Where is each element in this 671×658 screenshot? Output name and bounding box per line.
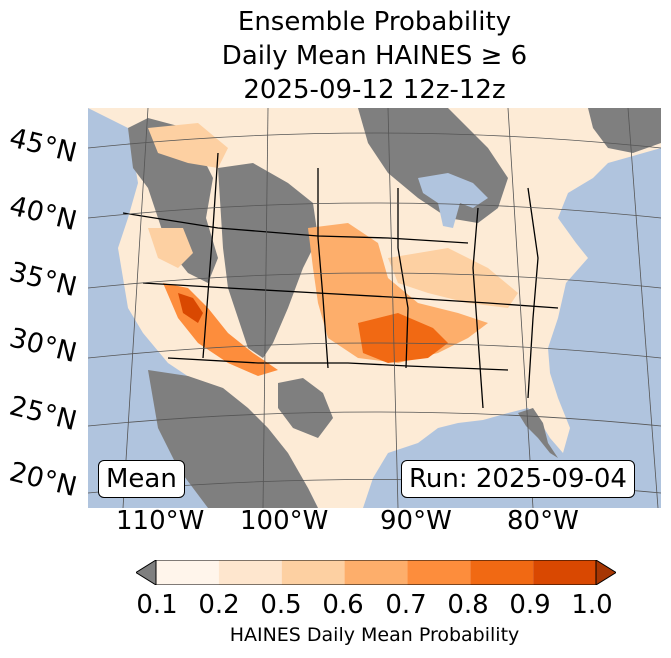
colorbar-segment bbox=[344, 560, 408, 585]
missing-texas bbox=[278, 378, 333, 438]
lat-label-45: 45°N bbox=[6, 122, 80, 170]
prob-central bbox=[388, 248, 518, 308]
prob-northwest bbox=[148, 123, 228, 168]
cbar-tick-6: 0.9 bbox=[509, 590, 551, 620]
cbar-tick-3: 0.6 bbox=[322, 590, 364, 620]
colorbar-over-triangle bbox=[595, 560, 616, 585]
mean-label-box: Mean bbox=[98, 460, 185, 498]
cbar-tick-7: 1.0 bbox=[571, 590, 613, 620]
colorbar-segment bbox=[407, 560, 471, 585]
colorbar-segment bbox=[218, 560, 282, 585]
colorbar-segment bbox=[156, 560, 219, 585]
prob-southern-plains bbox=[308, 223, 488, 363]
cbar-tick-1: 0.2 bbox=[198, 590, 240, 620]
colorbar-under-triangle bbox=[136, 560, 157, 585]
map-panel bbox=[88, 108, 661, 508]
prob-southwest-core bbox=[178, 293, 203, 323]
missing-florida bbox=[518, 408, 558, 458]
missing-canada-east bbox=[588, 108, 661, 153]
mexico-land bbox=[148, 370, 318, 508]
title-line-1: Ensemble Probability bbox=[237, 7, 512, 37]
colorbar-title: HAINES Daily Mean Probability bbox=[229, 624, 520, 646]
missing-great-basin bbox=[218, 163, 318, 358]
lat-label-25: 25°N bbox=[6, 390, 80, 438]
lat-label-35: 35°N bbox=[6, 256, 80, 304]
state-boundaries bbox=[122, 152, 559, 409]
prob-oklahoma-core bbox=[358, 313, 448, 363]
cbar-tick-4: 0.7 bbox=[385, 590, 427, 620]
cbar-tick-5: 0.8 bbox=[447, 590, 489, 620]
colorbar-segment bbox=[470, 560, 534, 585]
lat-label-20: 20°N bbox=[6, 456, 80, 504]
lon-label-80: 80°W bbox=[507, 506, 579, 536]
title-line-2: Daily Mean HAINES ≥ 6 bbox=[221, 41, 528, 71]
graticule bbox=[88, 108, 661, 508]
map-canvas bbox=[88, 108, 661, 508]
chart-title: Ensemble Probability Daily Mean HAINES ≥… bbox=[88, 5, 661, 107]
colorbar-outline bbox=[155, 560, 597, 585]
cbar-tick-0: 0.1 bbox=[136, 590, 178, 620]
title-line-3: 2025-09-12 12z-12z bbox=[243, 75, 506, 105]
lon-label-100: 100°W bbox=[240, 506, 329, 536]
colorbar-segment bbox=[281, 560, 345, 585]
lon-label-90: 90°W bbox=[380, 506, 452, 536]
lat-label-30: 30°N bbox=[6, 322, 80, 370]
cbar-tick-2: 0.5 bbox=[260, 590, 302, 620]
colorbar-segment bbox=[533, 560, 596, 585]
colorbar bbox=[136, 560, 616, 585]
run-date-box: Run: 2025-09-04 bbox=[401, 460, 635, 498]
great-lakes bbox=[418, 173, 488, 228]
lon-label-110: 110°W bbox=[116, 506, 205, 536]
lat-label-40: 40°N bbox=[6, 190, 80, 238]
prob-great-basin bbox=[148, 228, 193, 268]
